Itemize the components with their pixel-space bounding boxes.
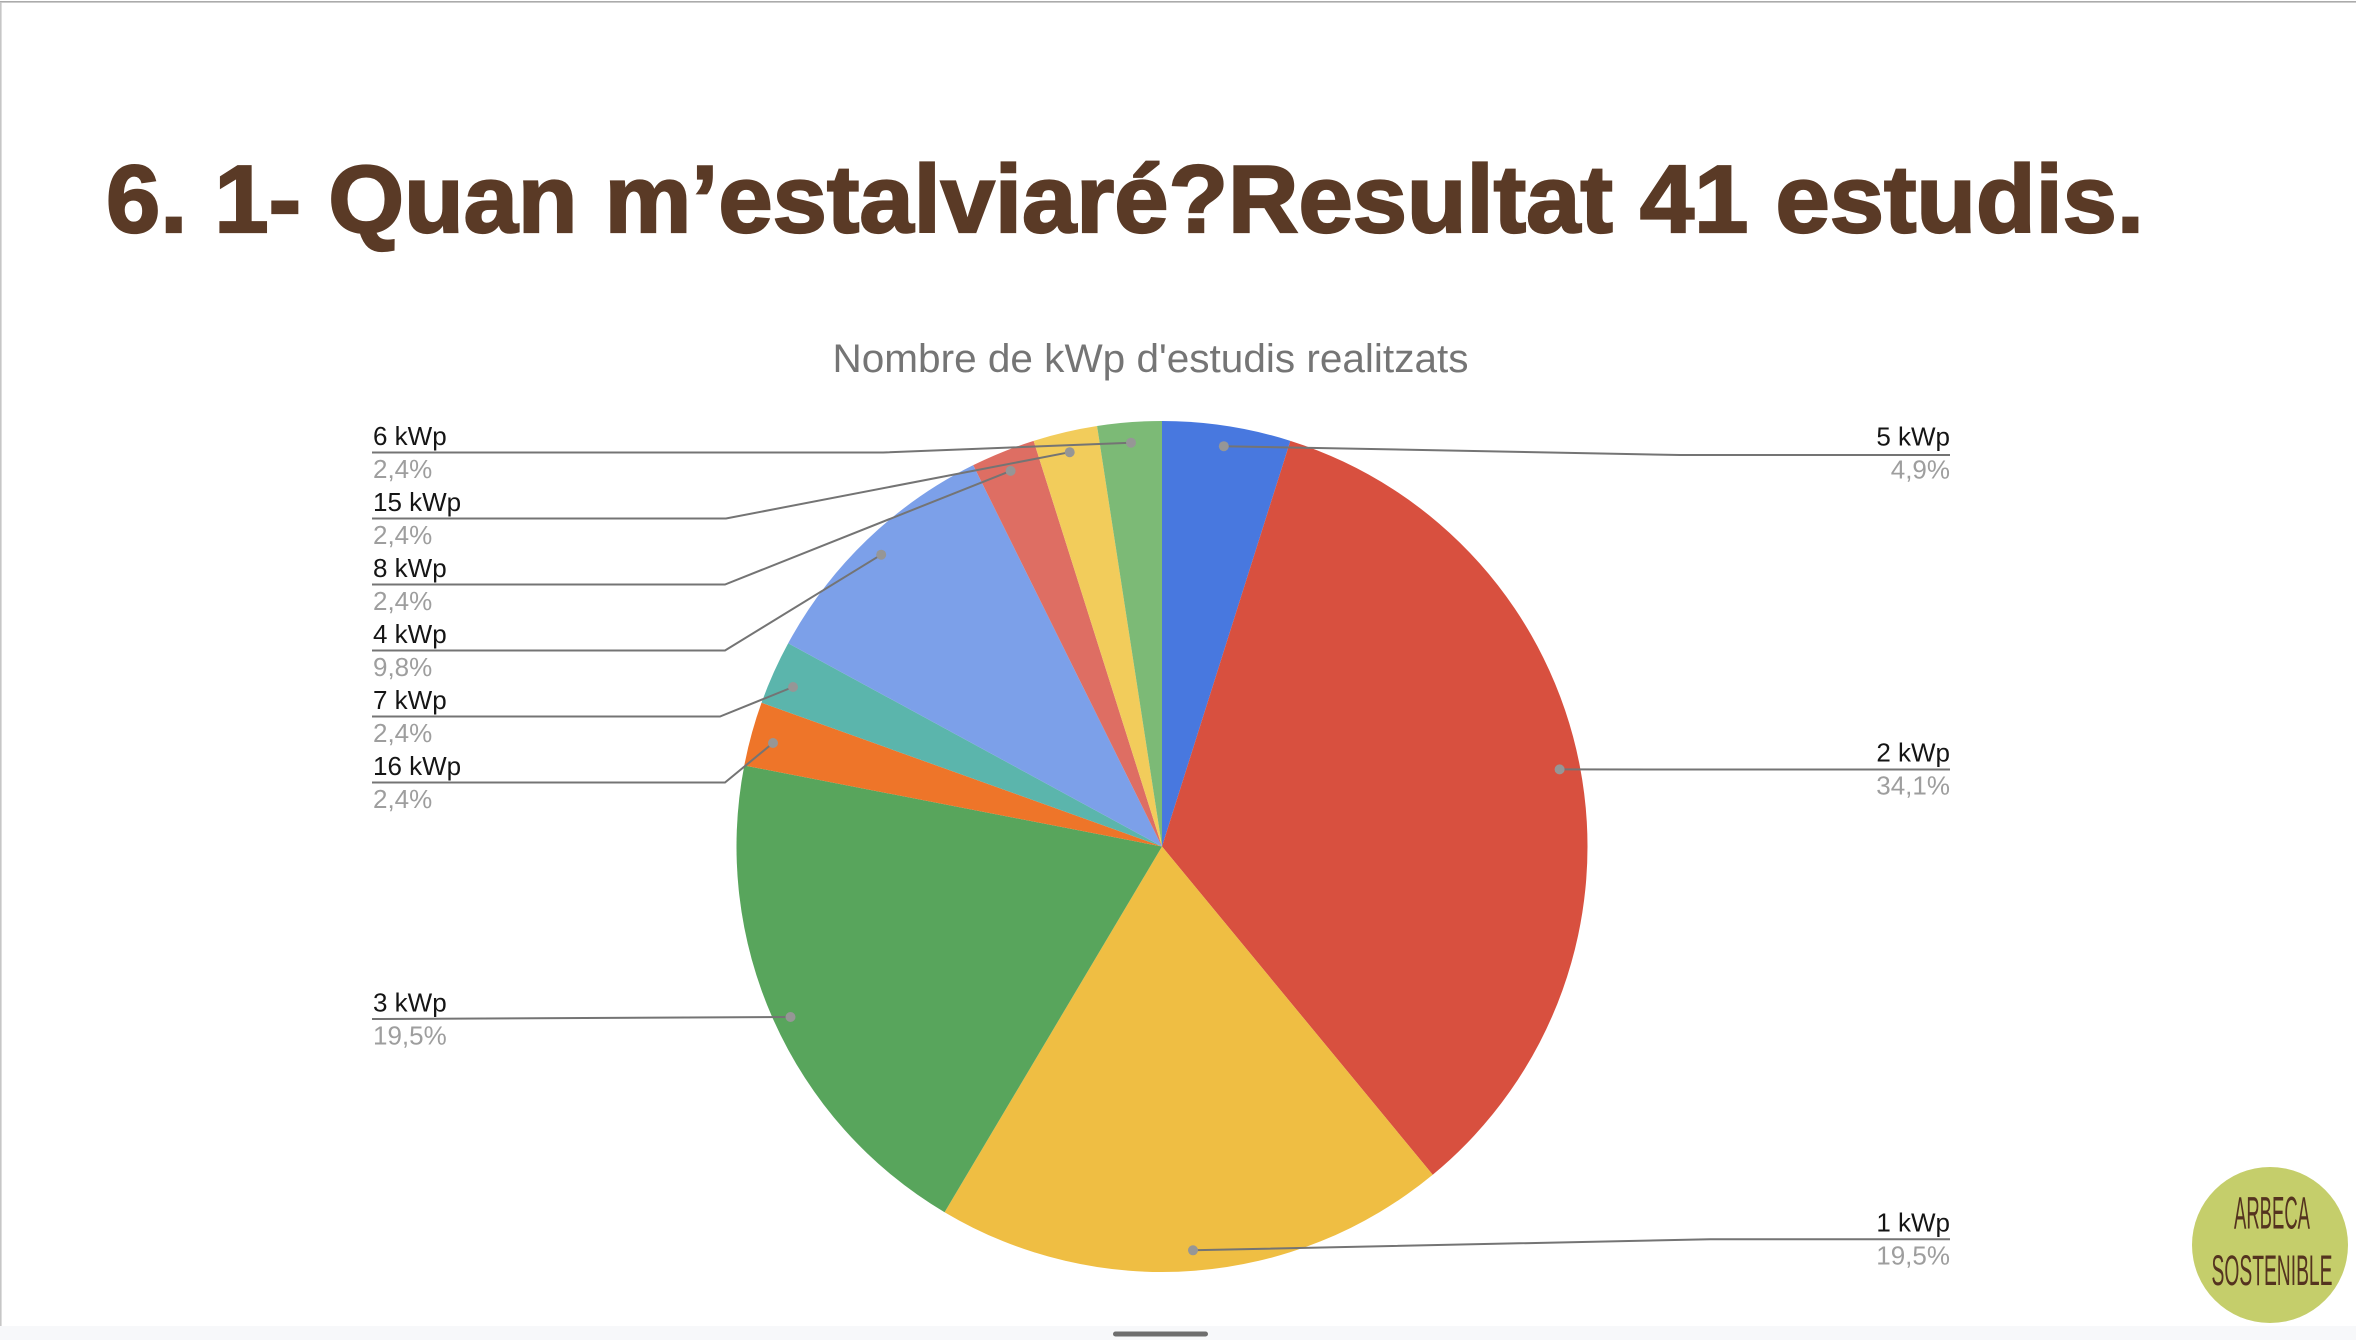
svg-text:16 kWp: 16 kWp bbox=[373, 751, 461, 781]
svg-text:4 kWp: 4 kWp bbox=[373, 619, 447, 649]
svg-text:6. 1- Quan m’estalviaré?Result: 6. 1- Quan m’estalviaré?Resultat 41 estu… bbox=[106, 146, 2144, 253]
svg-text:7 kWp: 7 kWp bbox=[373, 685, 447, 715]
svg-text:2,4%: 2,4% bbox=[373, 454, 432, 484]
svg-text:2,4%: 2,4% bbox=[373, 718, 432, 748]
svg-text:2,4%: 2,4% bbox=[373, 784, 432, 814]
svg-text:15 kWp: 15 kWp bbox=[373, 487, 461, 517]
svg-text:19,5%: 19,5% bbox=[373, 1021, 447, 1051]
svg-text:4,9%: 4,9% bbox=[1891, 455, 1950, 485]
svg-text:ARBECA: ARBECA bbox=[2234, 1188, 2310, 1239]
svg-text:2 kWp: 2 kWp bbox=[1876, 738, 1950, 768]
svg-text:19,5%: 19,5% bbox=[1876, 1241, 1950, 1271]
svg-text:5 kWp: 5 kWp bbox=[1876, 422, 1950, 452]
svg-text:9,8%: 9,8% bbox=[373, 652, 432, 682]
svg-text:8 kWp: 8 kWp bbox=[373, 553, 447, 583]
svg-text:2,4%: 2,4% bbox=[373, 520, 432, 550]
svg-text:3 kWp: 3 kWp bbox=[373, 988, 447, 1018]
svg-text:1 kWp: 1 kWp bbox=[1876, 1208, 1950, 1238]
svg-text:34,1%: 34,1% bbox=[1876, 771, 1950, 801]
svg-text:2,4%: 2,4% bbox=[373, 586, 432, 616]
svg-text:SOSTENIBLE: SOSTENIBLE bbox=[2212, 1247, 2333, 1295]
svg-text:Nombre de kWp d'estudis realit: Nombre de kWp d'estudis realitzats bbox=[833, 337, 1469, 381]
svg-text:6 kWp: 6 kWp bbox=[373, 421, 447, 451]
